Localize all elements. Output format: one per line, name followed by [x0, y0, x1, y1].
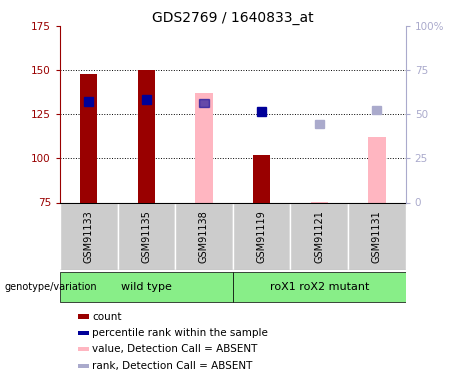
Bar — [253, 155, 270, 203]
Bar — [257, 107, 266, 116]
Text: rank, Detection Call = ABSENT: rank, Detection Call = ABSENT — [92, 361, 253, 371]
Bar — [78, 314, 89, 319]
Text: GSM91119: GSM91119 — [257, 210, 266, 262]
Bar — [84, 97, 93, 106]
Bar — [78, 364, 89, 368]
Text: GSM91138: GSM91138 — [199, 210, 209, 262]
Bar — [60, 272, 233, 302]
Text: GSM91133: GSM91133 — [84, 210, 94, 262]
Text: GSM91135: GSM91135 — [142, 210, 151, 262]
Text: genotype/variation: genotype/variation — [5, 282, 97, 292]
Bar — [199, 99, 208, 107]
Bar — [175, 202, 233, 270]
Text: percentile rank within the sample: percentile rank within the sample — [92, 328, 268, 338]
Title: GDS2769 / 1640833_at: GDS2769 / 1640833_at — [152, 11, 313, 25]
Bar — [195, 93, 213, 202]
Bar — [233, 202, 290, 270]
Bar — [290, 202, 348, 270]
Text: GSM91121: GSM91121 — [314, 210, 324, 262]
Bar — [60, 202, 118, 270]
Text: count: count — [92, 312, 122, 322]
Bar — [78, 347, 89, 351]
Bar — [368, 137, 385, 202]
Bar — [80, 74, 97, 202]
Text: wild type: wild type — [121, 282, 172, 292]
Bar — [142, 95, 151, 104]
Bar — [118, 202, 175, 270]
Bar — [314, 120, 324, 129]
Bar — [138, 70, 155, 202]
Bar — [233, 272, 406, 302]
Bar — [372, 106, 382, 114]
Bar — [78, 331, 89, 335]
Text: GSM91131: GSM91131 — [372, 210, 382, 262]
Bar — [348, 202, 406, 270]
Text: roX1 roX2 mutant: roX1 roX2 mutant — [270, 282, 369, 292]
Text: value, Detection Call = ABSENT: value, Detection Call = ABSENT — [92, 344, 258, 354]
